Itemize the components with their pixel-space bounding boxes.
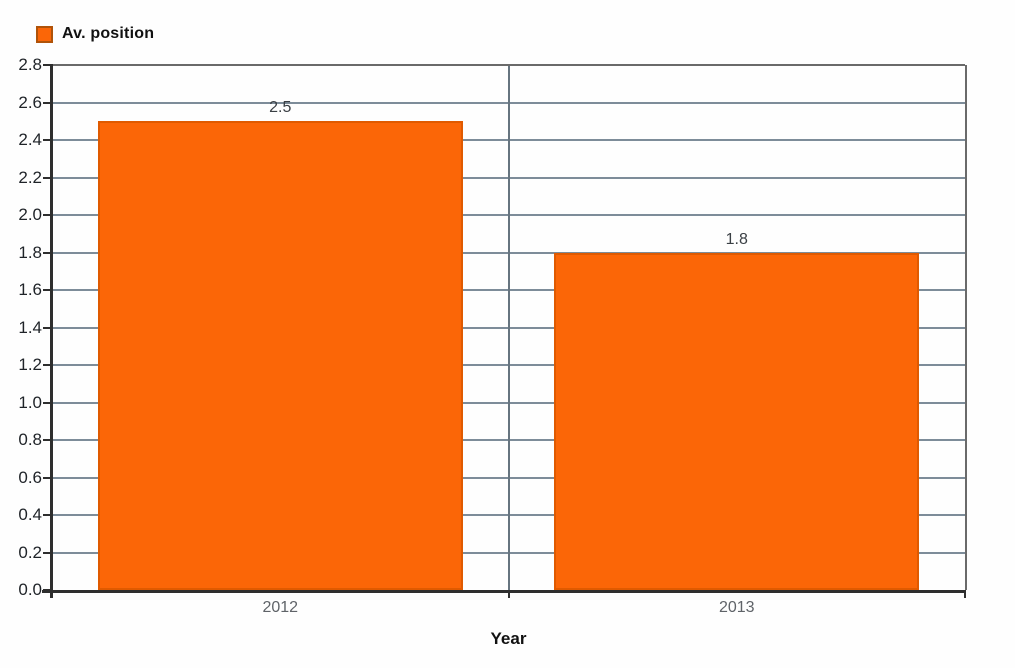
bar-2013 [554,252,920,590]
y-axis-tick-label: 2.8 [18,55,42,74]
y-axis-tick-label: 0.2 [18,542,42,562]
y-axis-tick [43,176,52,179]
y-axis-tick-label: 1.2 [18,355,42,374]
y-axis-line [50,64,53,598]
y-axis-tick-label: 2.2 [18,167,42,187]
y-axis-tick [43,289,52,291]
plot-border-right [965,65,967,590]
legend-label: Av. position [62,25,155,42]
y-axis-tick-label: 1.4 [18,317,42,337]
y-axis-tick-label: 0.8 [18,430,42,449]
y-axis-tick [43,439,52,441]
plot-border-top [52,64,965,66]
y-axis-tick [43,476,52,479]
x-axis-tick [964,590,966,598]
y-axis-tick-label: 1.8 [18,242,42,262]
y-axis-tick [43,64,52,66]
y-axis-tick [43,139,52,141]
x-axis-tick [507,590,510,598]
y-axis-tick [43,364,52,366]
y-axis-tick-label: 2.4 [18,130,42,149]
bar-value-label: 2.5 [269,99,292,117]
x-axis-title: Year [490,629,527,648]
y-axis-tick [43,251,52,254]
category-divider [507,65,510,590]
y-axis-tick [43,101,52,104]
bar-2012 [97,121,463,590]
x-axis-category-label: 2013 [718,599,755,616]
y-axis-tick-label: 2.0 [18,205,42,224]
x-axis-line [42,590,966,593]
legend: Av. position [36,25,154,43]
y-axis-tick [43,401,52,404]
y-axis-tick [43,551,52,554]
y-axis-tick [43,514,52,516]
y-axis-tick-label: 0.6 [18,467,42,487]
y-axis-tick-label: 0.4 [18,505,42,524]
y-axis-tick-label: 1.0 [18,392,42,412]
y-axis-tick-label: 1.6 [18,280,42,299]
y-axis-tick [43,214,52,216]
y-axis-tick-label: 0.0 [18,580,42,599]
y-axis-tick [43,326,52,329]
x-axis-category-label: 2012 [262,599,299,616]
y-axis-tick-label: 2.6 [18,92,42,112]
bar-value-label: 1.8 [725,230,748,248]
legend-swatch-icon [36,25,53,43]
